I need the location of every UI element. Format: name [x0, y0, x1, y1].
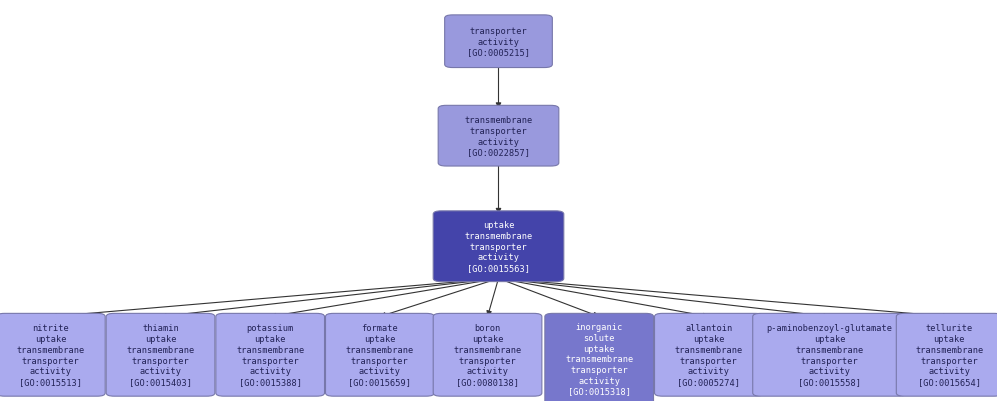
Text: nitrite
uptake
transmembrane
transporter
activity
[GO:0015513]: nitrite uptake transmembrane transporter… [17, 324, 85, 386]
Text: uptake
transmembrane
transporter
activity
[GO:0015563]: uptake transmembrane transporter activit… [465, 221, 532, 273]
FancyBboxPatch shape [215, 314, 325, 396]
Text: tellurite
uptake
transmembrane
transporter
activity
[GO:0015654]: tellurite uptake transmembrane transport… [915, 324, 983, 386]
Text: potassium
uptake
transmembrane
transporter
activity
[GO:0015388]: potassium uptake transmembrane transport… [236, 324, 304, 386]
FancyBboxPatch shape [325, 314, 434, 396]
Text: thiamin
uptake
transmembrane
transporter
activity
[GO:0015403]: thiamin uptake transmembrane transporter… [127, 324, 194, 386]
Text: transporter
activity
[GO:0005215]: transporter activity [GO:0005215] [467, 27, 530, 57]
FancyBboxPatch shape [753, 314, 906, 396]
FancyBboxPatch shape [0, 314, 105, 396]
FancyBboxPatch shape [654, 314, 764, 396]
FancyBboxPatch shape [445, 16, 552, 68]
Text: allantoin
uptake
transmembrane
transporter
activity
[GO:0005274]: allantoin uptake transmembrane transport… [675, 324, 743, 386]
Text: transmembrane
transporter
activity
[GO:0022857]: transmembrane transporter activity [GO:0… [465, 116, 532, 157]
FancyBboxPatch shape [433, 314, 541, 396]
Text: formate
uptake
transmembrane
transporter
activity
[GO:0015659]: formate uptake transmembrane transporter… [346, 324, 414, 386]
FancyBboxPatch shape [433, 211, 564, 282]
FancyBboxPatch shape [106, 314, 215, 396]
Text: inorganic
solute
uptake
transmembrane
transporter
activity
[GO:0015318]: inorganic solute uptake transmembrane tr… [565, 322, 633, 395]
Text: p-aminobenzoyl-glutamate
uptake
transmembrane
transporter
activity
[GO:0015558]: p-aminobenzoyl-glutamate uptake transmem… [767, 324, 892, 386]
FancyBboxPatch shape [896, 314, 997, 396]
FancyBboxPatch shape [438, 106, 558, 167]
FancyBboxPatch shape [544, 314, 653, 401]
Text: boron
uptake
transmembrane
transporter
activity
[GO:0080138]: boron uptake transmembrane transporter a… [454, 324, 521, 386]
